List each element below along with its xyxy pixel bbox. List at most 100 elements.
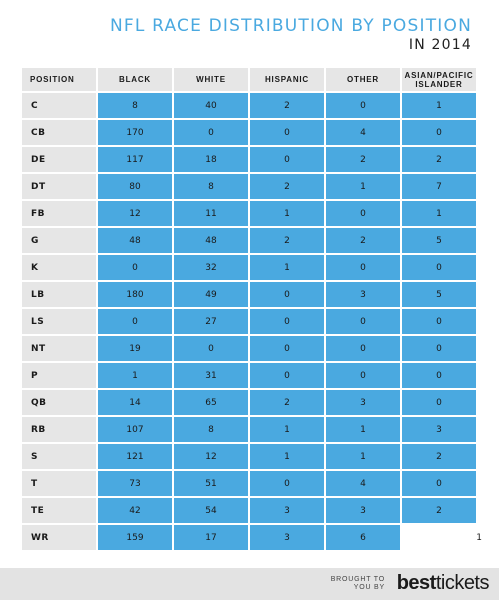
table-cell-value: 51 <box>174 471 248 496</box>
table-cell-value: 0 <box>98 309 172 334</box>
table-cell-value: 1 <box>326 417 400 442</box>
table-cell-value: 4 <box>326 471 400 496</box>
row-position-label: NT <box>22 336 96 361</box>
table-cell-value: 54 <box>174 498 248 523</box>
brought-to-you-by: BROUGHT TO YOU BY <box>331 576 385 592</box>
table-cell-value: 11 <box>174 201 248 226</box>
table-cell-value: 0 <box>326 336 400 361</box>
table-cell-value: 117 <box>98 147 172 172</box>
row-position-label: LB <box>22 282 96 307</box>
table-cell-value: 0 <box>402 390 476 415</box>
table-row: NT 19 0 0 0 0 <box>22 336 476 361</box>
table-body: C 8 40 2 0 1 CB 170 0 0 4 0 DE 117 18 0 2 2 DT 80 8 2 1 7 FB 12 11… <box>22 93 482 550</box>
table-cell-value: 1 <box>98 363 172 388</box>
table-cell-value: 2 <box>250 93 324 118</box>
table-row: T 73 51 0 4 0 <box>22 471 476 496</box>
table-cell-value: 0 <box>174 120 248 145</box>
table-cell-value: 1 <box>402 93 476 118</box>
table-cell-value: 2 <box>402 444 476 469</box>
table-cell-value: 73 <box>98 471 172 496</box>
table-cell-value: 2 <box>250 174 324 199</box>
table-cell-value: 42 <box>98 498 172 523</box>
table-cell-value: 0 <box>326 255 400 280</box>
table-row: LS 0 27 0 0 0 <box>22 309 476 334</box>
table-cell-value: 80 <box>98 174 172 199</box>
table-cell-value: 1 <box>250 255 324 280</box>
row-position-label: WR <box>22 525 96 550</box>
table-cell-value: 8 <box>98 93 172 118</box>
table-cell-value: 0 <box>250 120 324 145</box>
table-cell-value: 0 <box>402 363 476 388</box>
table-cell-value: 3 <box>326 282 400 307</box>
column-header-black: BLACK <box>98 68 172 91</box>
table-cell-value: 107 <box>98 417 172 442</box>
table-cell-value: 31 <box>174 363 248 388</box>
table-cell-empty: 1 <box>402 525 482 550</box>
table-cell-value: 48 <box>98 228 172 253</box>
table-cell-value: 121 <box>98 444 172 469</box>
table-cell-value: 2 <box>402 498 476 523</box>
table-cell-value: 12 <box>174 444 248 469</box>
table-cell-value: 2 <box>326 228 400 253</box>
row-position-label: FB <box>22 201 96 226</box>
row-position-label: S <box>22 444 96 469</box>
table-cell-value: 0 <box>98 255 172 280</box>
table-cell-value: 27 <box>174 309 248 334</box>
table-cell-value: 8 <box>174 174 248 199</box>
table-cell-value: 2 <box>250 228 324 253</box>
table-row: WR 159 17 3 6 1 <box>22 525 482 550</box>
table-cell-value: 8 <box>174 417 248 442</box>
table-row: CB 170 0 0 4 0 <box>22 120 476 145</box>
table-row: K 0 32 1 0 0 <box>22 255 476 280</box>
table-cell-value: 0 <box>402 336 476 361</box>
logo-bold-text: best <box>396 572 437 594</box>
logo-light-text: tickets <box>435 572 490 594</box>
table-row: G 48 48 2 2 5 <box>22 228 476 253</box>
table-cell-value: 4 <box>326 120 400 145</box>
table-row: DE 117 18 0 2 2 <box>22 147 476 172</box>
table-cell-value: 0 <box>250 336 324 361</box>
table-cell-value: 0 <box>402 471 476 496</box>
table-cell-value: 2 <box>402 147 476 172</box>
table-cell-value: 2 <box>326 147 400 172</box>
table-cell-value: 2 <box>250 390 324 415</box>
table-cell-value: 180 <box>98 282 172 307</box>
table-cell-value: 159 <box>98 525 172 550</box>
table-cell-value: 7 <box>402 174 476 199</box>
table-cell-value: 0 <box>326 363 400 388</box>
chart-subtitle: IN 2014 <box>408 37 472 53</box>
besttickets-logo: besttickets <box>396 572 490 595</box>
table-cell-value: 14 <box>98 390 172 415</box>
row-position-label: TE <box>22 498 96 523</box>
data-table-container: POSITION BLACK WHITE HISPANIC OTHER ASIA… <box>20 66 482 552</box>
table-cell-value: 3 <box>402 417 476 442</box>
table-cell-value: 1 <box>402 201 476 226</box>
table-cell-value: 1 <box>326 444 400 469</box>
table-row: RB 107 8 1 1 3 <box>22 417 476 442</box>
table-cell-value: 1 <box>476 532 482 543</box>
row-position-label: QB <box>22 390 96 415</box>
table-cell-value: 3 <box>326 390 400 415</box>
table-cell-value: 1 <box>326 174 400 199</box>
brought-line-1: BROUGHT TO <box>330 576 385 583</box>
table-cell-value: 0 <box>250 471 324 496</box>
table-cell-value: 0 <box>174 336 248 361</box>
table-cell-value: 12 <box>98 201 172 226</box>
table-cell-value: 0 <box>326 93 400 118</box>
table-cell-value: 1 <box>250 444 324 469</box>
table-row: QB 14 65 2 3 0 <box>22 390 476 415</box>
chart-title: NFL RACE DISTRIBUTION BY POSITION <box>109 16 472 36</box>
table-cell-value: 0 <box>402 309 476 334</box>
row-position-label: DT <box>22 174 96 199</box>
footer-bar: BROUGHT TO YOU BY besttickets <box>0 568 499 600</box>
row-position-label: LS <box>22 309 96 334</box>
table-row: DT 80 8 2 1 7 <box>22 174 476 199</box>
table-header-row: POSITION BLACK WHITE HISPANIC OTHER ASIA… <box>22 68 476 91</box>
table-cell-value: 1 <box>250 201 324 226</box>
data-table: POSITION BLACK WHITE HISPANIC OTHER ASIA… <box>20 66 482 552</box>
row-position-label: P <box>22 363 96 388</box>
table-cell-value: 65 <box>174 390 248 415</box>
table-row: P 1 31 0 0 0 <box>22 363 476 388</box>
table-cell-value: 0 <box>250 363 324 388</box>
table-cell-value: 19 <box>98 336 172 361</box>
